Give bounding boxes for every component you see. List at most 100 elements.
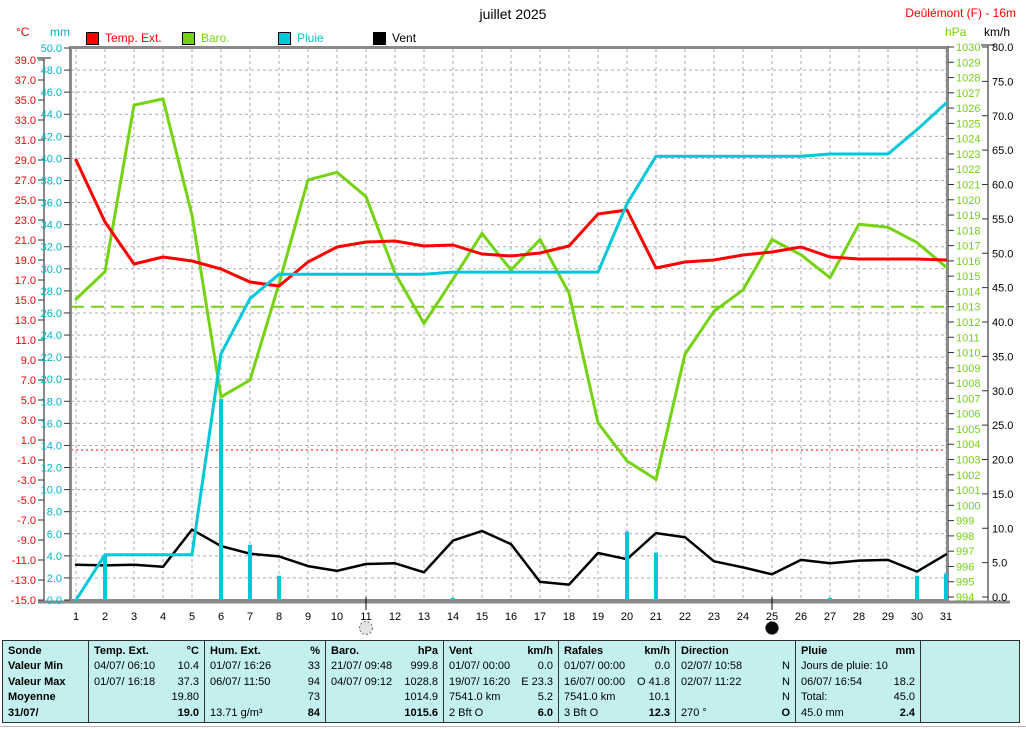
table-cell: 31/07/ [8, 706, 39, 719]
svg-text:26: 26 [795, 611, 807, 623]
table-row: 01/07/ 00:00 0.0 [559, 659, 675, 674]
table-row: Total: 45.0 [796, 690, 920, 705]
svg-text:5.0: 5.0 [21, 395, 36, 407]
svg-text:33.0: 33.0 [15, 115, 36, 127]
table-column: Sonde Valeur Min Valeur Max Moyenne 31/07/ [3, 641, 89, 722]
svg-text:13: 13 [418, 611, 430, 623]
table-row: Pluie mm [796, 644, 920, 659]
svg-text:-13.0: -13.0 [11, 575, 36, 587]
svg-text:24.0: 24.0 [41, 330, 62, 342]
table-cell: Baro. [331, 645, 360, 657]
svg-text:24: 24 [737, 611, 749, 623]
chart-title: juillet 2025 [479, 6, 547, 22]
table-cell: N [782, 675, 790, 688]
svg-text:18.0: 18.0 [41, 396, 62, 408]
svg-text:60.0: 60.0 [992, 180, 1013, 192]
table-cell: 01/07/ 16:26 [210, 660, 272, 673]
svg-text:70.0: 70.0 [992, 111, 1013, 123]
table-row: 1014.9 [326, 690, 443, 705]
table-cell: 270 ° [681, 706, 707, 719]
svg-text:-3.0: -3.0 [17, 475, 36, 487]
table-row: 2 Bft O 6.0 [444, 706, 558, 721]
grid-lines [71, 49, 947, 599]
svg-text:31: 31 [940, 611, 952, 623]
svg-text:22.0: 22.0 [41, 352, 62, 364]
legend-label: Temp. Ext. [105, 31, 162, 45]
table-cell: 04/07/ 09:12 [331, 675, 393, 688]
x-axis-day-labels: 1 2 3 4 5 6 7 8 9 10 11 12 13 14 15 16 17 18 19 20 21 22 23 24 2… [73, 611, 952, 623]
table-row: 270 ° O [676, 706, 795, 721]
svg-text:1022: 1022 [956, 164, 980, 176]
svg-text:11: 11 [360, 611, 371, 623]
svg-text:1004: 1004 [956, 439, 980, 451]
table-cell: km/h [644, 645, 670, 657]
svg-text:30.0: 30.0 [41, 264, 62, 276]
plot-frame [37, 44, 1010, 604]
legend-item-baro: Baro. [182, 31, 230, 45]
table-cell: Pluie [801, 645, 828, 657]
table-row: 19/07/ 16:20 E 23.3 [444, 675, 558, 690]
table-row: 01/07/ 16:26 33 [205, 659, 325, 674]
table-cell: 10.1 [648, 691, 670, 704]
table-cell: 1028.8 [404, 675, 438, 688]
table-cell: O 41.8 [636, 675, 670, 688]
table-cell: 06/07/ 11:50 [210, 675, 271, 688]
svg-text:21.0: 21.0 [15, 235, 36, 247]
rain-bars [103, 399, 948, 600]
svg-text:1002: 1002 [956, 470, 980, 482]
baro-axis-unit: hPa [945, 25, 967, 39]
table-cell: O [781, 706, 790, 719]
svg-text:39.0: 39.0 [15, 55, 36, 67]
table-cell: Jours de pluie: 10 [801, 660, 888, 673]
legend-swatch-icon [182, 31, 195, 45]
svg-text:996: 996 [956, 561, 974, 573]
table-cell: 18.2 [893, 675, 915, 688]
legend-item-pluie: Pluie [278, 31, 324, 45]
full-moon-icon [359, 621, 373, 635]
svg-text:1003: 1003 [956, 454, 980, 466]
svg-text:-11.0: -11.0 [12, 555, 36, 567]
svg-text:35.0: 35.0 [15, 95, 36, 107]
table-cell: 19.80 [171, 691, 199, 704]
svg-text:7: 7 [247, 611, 253, 623]
svg-text:28.0: 28.0 [41, 286, 62, 298]
svg-text:15.0: 15.0 [15, 295, 36, 307]
wind-axis-unit: km/h [984, 25, 1011, 39]
table-column: Rafales km/h 01/07/ 00:00 0.0 16/07/ 00:00 O … [559, 641, 676, 722]
svg-text:1020: 1020 [956, 195, 980, 207]
table-row: 7541.0 km 5.2 [444, 690, 558, 705]
baro-axis-ticks: 1030 1029 1028 1027 1026 1025 1024 1023 1022 1021… [948, 42, 980, 604]
table-row: 02/07/ 11:22 N [676, 675, 795, 690]
table-cell: 45.0 [893, 691, 915, 704]
table-row: 04/07/ 06:10 10.4 [89, 659, 204, 674]
svg-text:19: 19 [592, 611, 604, 623]
svg-text:12: 12 [389, 611, 401, 623]
table-cell: 13.71 g/m³ [210, 706, 263, 719]
svg-text:1009: 1009 [956, 363, 980, 375]
svg-text:-9.0: -9.0 [17, 535, 36, 547]
svg-text:21: 21 [650, 611, 662, 623]
table-cell: Rafales [564, 645, 604, 657]
table-cell: 45.0 mm [801, 706, 844, 719]
table-cell: 02/07/ 10:58 [681, 660, 743, 673]
table-cell: 19.0 [177, 706, 199, 719]
svg-text:2: 2 [102, 611, 108, 623]
svg-text:994: 994 [956, 592, 974, 604]
svg-text:32.0: 32.0 [41, 242, 62, 254]
table-cell: 6.0 [537, 706, 553, 719]
svg-text:42.0: 42.0 [41, 131, 62, 143]
legend-swatch-icon [278, 31, 291, 45]
window-bottom-divider [0, 726, 1026, 727]
svg-text:17: 17 [534, 611, 546, 623]
svg-text:-7.0: -7.0 [17, 515, 36, 527]
svg-text:1014: 1014 [956, 286, 980, 298]
table-cell: Moyenne [8, 691, 56, 704]
svg-text:5.0: 5.0 [992, 558, 1007, 570]
svg-text:25: 25 [766, 611, 778, 623]
svg-text:40.0: 40.0 [992, 317, 1013, 329]
svg-text:7.0: 7.0 [21, 375, 36, 387]
svg-text:3.0: 3.0 [21, 415, 36, 427]
table-cell: 01/07/ 00:00 [449, 660, 511, 673]
svg-text:50.0: 50.0 [992, 248, 1013, 260]
table-cell: 2.4 [899, 706, 915, 719]
